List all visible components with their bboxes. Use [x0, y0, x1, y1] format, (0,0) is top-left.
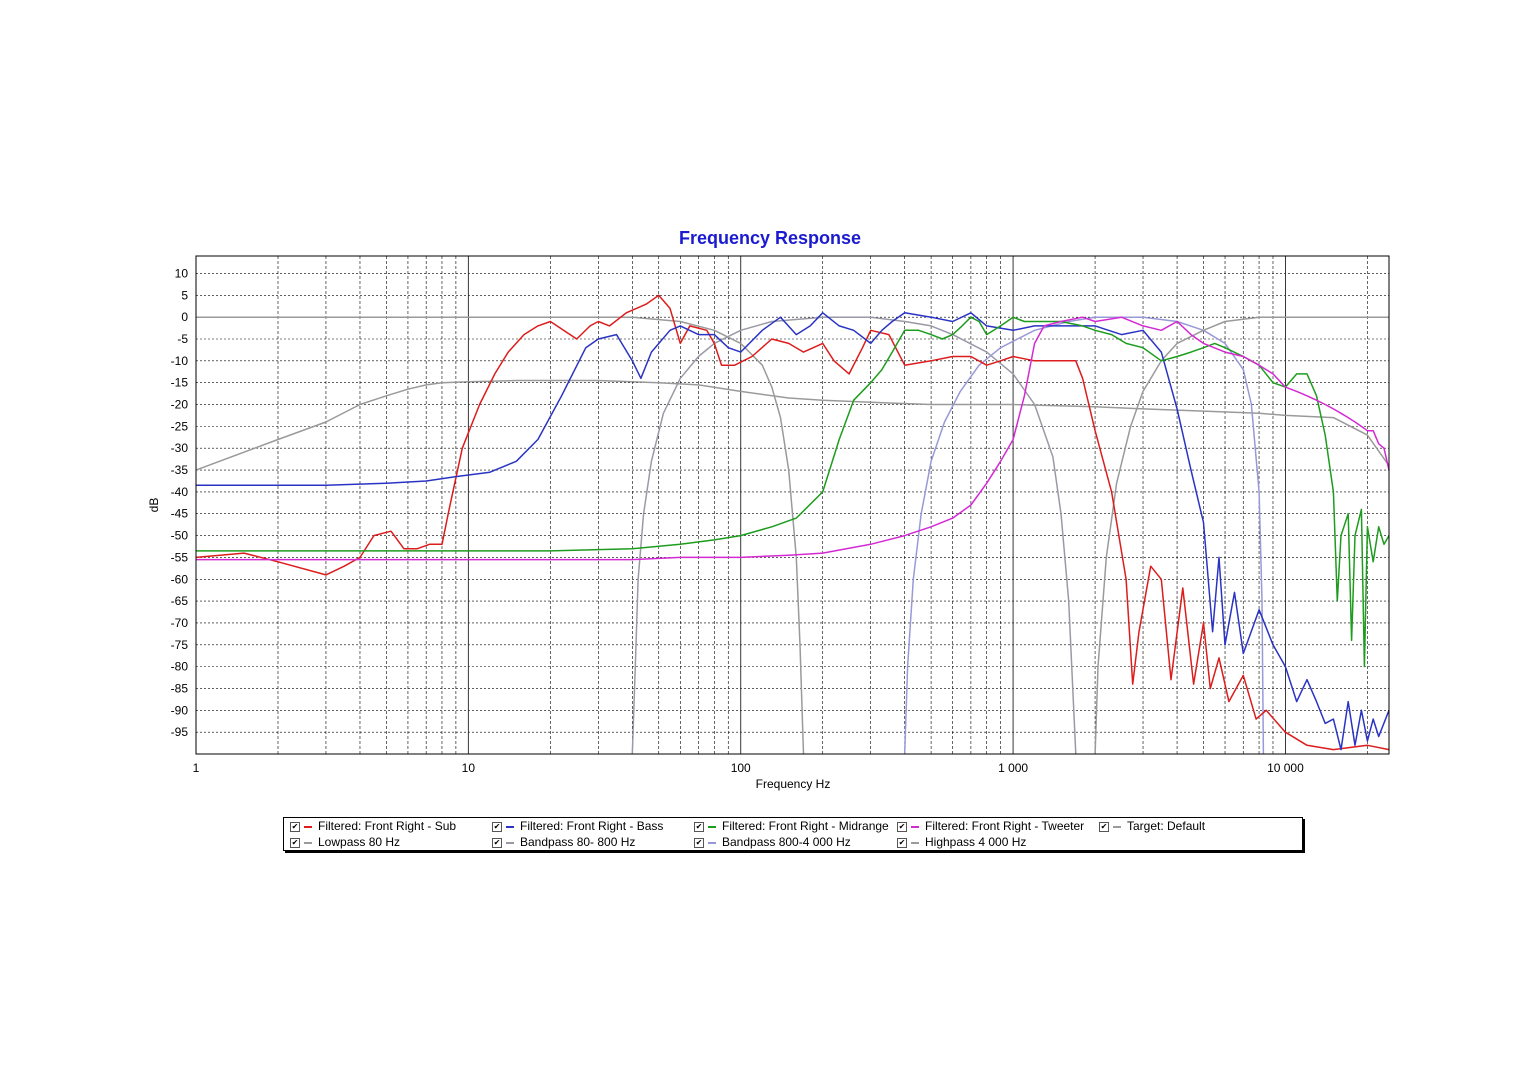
legend-checkbox[interactable]: ✔	[492, 821, 502, 832]
x-tick-label: 10 000	[1267, 761, 1304, 775]
x-tick-labels: 1 10 100 1 000 10 000	[193, 761, 1304, 775]
y-axis-label: dB	[147, 498, 161, 513]
y-tick-label: -65	[171, 594, 189, 608]
y-tick-label: -30	[171, 441, 189, 455]
y-tick-label: -75	[171, 638, 189, 652]
y-tick-label: -5	[177, 332, 188, 346]
x-tick-label: 1 000	[998, 761, 1028, 775]
legend-item[interactable]: ✔ Highpass 4 000 Hz	[897, 834, 1026, 850]
plot-frame	[195, 255, 1390, 755]
legend-label: Bandpass 800-4 000 Hz	[722, 835, 851, 849]
legend-checkbox[interactable]: ✔	[290, 821, 300, 832]
y-tick-labels: 10 5 0 -5 -10 -15 -20 -25 -30 -35 -40 -45 -50 -55 -60 -…	[171, 266, 189, 739]
y-tick-label: -80	[171, 660, 189, 674]
series-line-3	[196, 316, 1390, 668]
y-tick-label: -45	[171, 507, 189, 521]
legend-checkbox[interactable]: ✔	[897, 821, 907, 832]
legend-item[interactable]: ✔ Target: Default	[1099, 818, 1205, 834]
legend-swatch	[1113, 825, 1121, 828]
legend-checkbox[interactable]: ✔	[1099, 821, 1109, 832]
series-line-2	[196, 312, 1390, 751]
legend-swatch	[304, 825, 312, 828]
y-tick-label: 0	[181, 310, 188, 324]
legend-swatch	[708, 841, 716, 844]
x-axis-label: Frequency Hz	[756, 777, 831, 791]
series-line-8	[903, 316, 1265, 755]
legend-label: Lowpass 80 Hz	[318, 835, 401, 849]
y-tick-label: -55	[171, 550, 189, 564]
y-tick-label: -50	[171, 529, 189, 543]
y-tick-label: 10	[175, 266, 189, 280]
y-tick-label: 5	[181, 288, 188, 302]
y-tick-label: -40	[171, 485, 189, 499]
legend-item[interactable]: ✔ Filtered: Front Right - Bass	[492, 818, 663, 834]
legend-checkbox[interactable]: ✔	[290, 837, 300, 848]
y-tick-label: -95	[171, 725, 189, 739]
curve-layer	[195, 294, 1390, 755]
x-tick-label: 10	[462, 761, 476, 775]
legend-item[interactable]: ✔ Filtered: Front Right - Midrange	[694, 818, 889, 834]
legend-checkbox[interactable]: ✔	[897, 837, 907, 848]
legend-item[interactable]: ✔ Bandpass 800-4 000 Hz	[694, 834, 851, 850]
legend-checkbox[interactable]: ✔	[694, 821, 704, 832]
legend-item[interactable]: ✔ Filtered: Front Right - Sub	[290, 818, 456, 834]
y-tick-label: -25	[171, 419, 189, 433]
series-line-4	[196, 316, 1390, 561]
legend-item[interactable]: ✔ Lowpass 80 Hz	[290, 834, 400, 850]
y-tick-label: -70	[171, 616, 189, 630]
legend-swatch	[506, 841, 514, 844]
series-line-6	[196, 316, 805, 755]
series-line-5	[195, 379, 1390, 471]
legend-label: Filtered: Front Right - Sub	[318, 819, 457, 833]
legend-swatch	[911, 825, 919, 828]
legend-swatch	[708, 825, 716, 828]
legend-label: Highpass 4 000 Hz	[925, 835, 1027, 849]
series-line-1	[195, 294, 1390, 751]
x-tick-label: 100	[731, 761, 751, 775]
y-tick-label: -20	[171, 398, 189, 412]
y-tick-label: -35	[171, 463, 189, 477]
legend-swatch	[911, 841, 919, 844]
legend-checkbox[interactable]: ✔	[694, 837, 704, 848]
legend: ✔ Filtered: Front Right - Sub ✔ Filtered: F…	[283, 817, 1303, 851]
y-tick-label: -10	[171, 354, 189, 368]
x-tick-label: 1	[193, 761, 200, 775]
legend-item[interactable]: ✔ Filtered: Front Right - Tweeter	[897, 818, 1084, 834]
chart-title: Frequency Response	[678, 228, 862, 248]
series-line-9	[1094, 316, 1389, 755]
legend-label: Filtered: Front Right - Bass	[520, 819, 664, 833]
legend-label: Filtered: Front Right - Midrange	[722, 819, 889, 833]
y-tick-label: -90	[171, 703, 189, 717]
series-line-7	[631, 316, 1077, 755]
y-tick-label: -85	[171, 681, 189, 695]
legend-label: Bandpass 80- 800 Hz	[520, 835, 636, 849]
legend-label: Target: Default	[1127, 819, 1206, 833]
legend-swatch	[304, 841, 312, 844]
legend-item[interactable]: ✔ Bandpass 80- 800 Hz	[492, 834, 635, 850]
y-tick-label: -15	[171, 376, 189, 390]
y-tick-label: -60	[171, 572, 189, 586]
legend-swatch	[506, 825, 514, 828]
legend-label: Filtered: Front Right - Tweeter	[925, 819, 1085, 833]
legend-checkbox[interactable]: ✔	[492, 837, 502, 848]
